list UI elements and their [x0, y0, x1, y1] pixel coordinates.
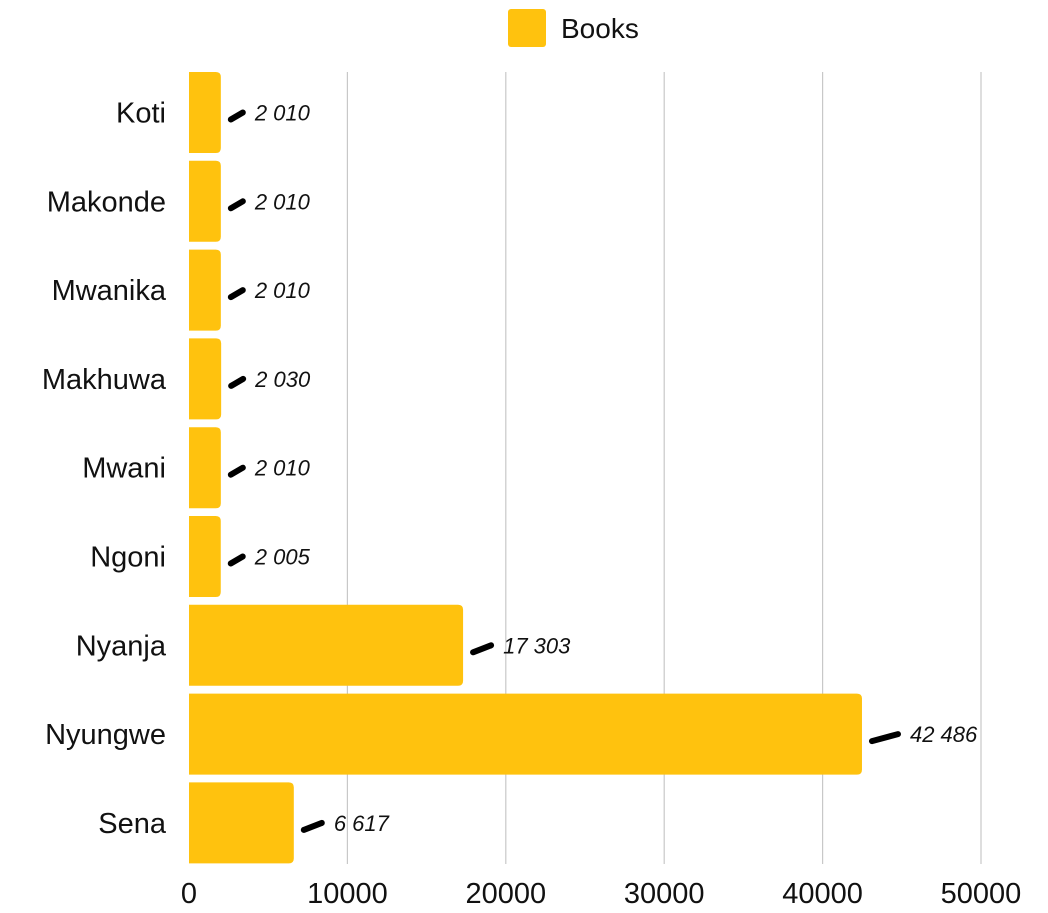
label-markers [227, 109, 901, 833]
data-labels: 2 010 2 010 2 010 2 030 2 010 2 005 17 303 42 4… [254, 101, 978, 836]
data-label-ngoni: 2 005 [254, 545, 311, 570]
ink-stroke-icon [227, 464, 246, 478]
bars [189, 72, 862, 864]
data-label-mwani: 2 010 [254, 456, 311, 481]
category-labels: Koti Makonde Mwanika Makhuwa Mwani Ngoni Nyanj… [42, 98, 167, 840]
ink-stroke-icon [227, 109, 246, 123]
legend: Books [508, 9, 639, 47]
category-label-mwanika: Mwanika [52, 275, 167, 307]
ink-stroke-icon [227, 553, 246, 567]
ink-stroke-icon [227, 198, 246, 212]
bar-ngoni [189, 516, 221, 597]
data-label-koti: 2 010 [254, 101, 311, 126]
bar-nyanja [189, 604, 464, 686]
x-tick-label-3: 30000 [624, 878, 705, 910]
category-label-mwani: Mwani [82, 453, 166, 485]
bar-makhuwa [189, 338, 222, 420]
bar-nyungwe [189, 693, 862, 775]
x-tick-label-4: 40000 [782, 878, 863, 910]
category-label-sena: Sena [98, 808, 167, 840]
x-tick-labels: 0 10000 20000 30000 40000 50000 [181, 878, 1021, 910]
category-label-nyungwe: Nyungwe [45, 719, 166, 751]
data-label-makhuwa: 2 030 [254, 367, 311, 392]
category-label-koti: Koti [116, 98, 166, 130]
bar-sena [189, 782, 294, 864]
x-tick-label-2: 20000 [465, 878, 546, 910]
category-label-makonde: Makonde [47, 186, 166, 218]
x-tick-label-0: 0 [181, 878, 197, 910]
ink-stroke-icon [227, 287, 246, 301]
data-label-nyungwe: 42 486 [910, 722, 978, 747]
ink-stroke-icon [470, 642, 495, 656]
category-label-nyanja: Nyanja [76, 630, 167, 662]
data-label-nyanja: 17 303 [503, 633, 571, 658]
ink-stroke-icon [868, 731, 901, 745]
bar-koti [189, 72, 221, 153]
x-tick-label-1: 10000 [307, 878, 388, 910]
legend-swatch-books [508, 9, 546, 47]
bar-mwani [189, 427, 221, 509]
x-tick-label-5: 50000 [941, 878, 1022, 910]
data-label-mwanika: 2 010 [254, 278, 311, 303]
category-label-ngoni: Ngoni [90, 542, 166, 574]
data-label-makonde: 2 010 [254, 189, 311, 214]
data-label-sena: 6 617 [334, 811, 390, 836]
bar-mwanika [189, 249, 221, 331]
legend-label-books: Books [561, 13, 639, 44]
ink-stroke-icon [228, 375, 247, 389]
bar-makonde [189, 160, 221, 242]
ink-stroke-icon [300, 819, 325, 833]
category-label-makhuwa: Makhuwa [42, 364, 167, 396]
